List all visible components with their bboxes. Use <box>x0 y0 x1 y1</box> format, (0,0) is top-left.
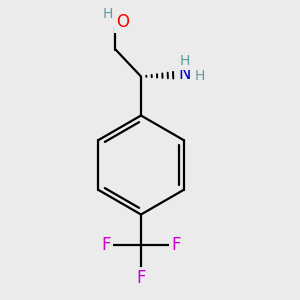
Text: H: H <box>180 54 190 68</box>
Text: H: H <box>103 8 113 21</box>
Text: N: N <box>179 65 191 83</box>
Text: F: F <box>136 269 146 287</box>
Text: F: F <box>101 236 111 253</box>
Text: H: H <box>195 69 205 83</box>
Text: O: O <box>116 13 130 31</box>
Text: F: F <box>171 236 181 253</box>
